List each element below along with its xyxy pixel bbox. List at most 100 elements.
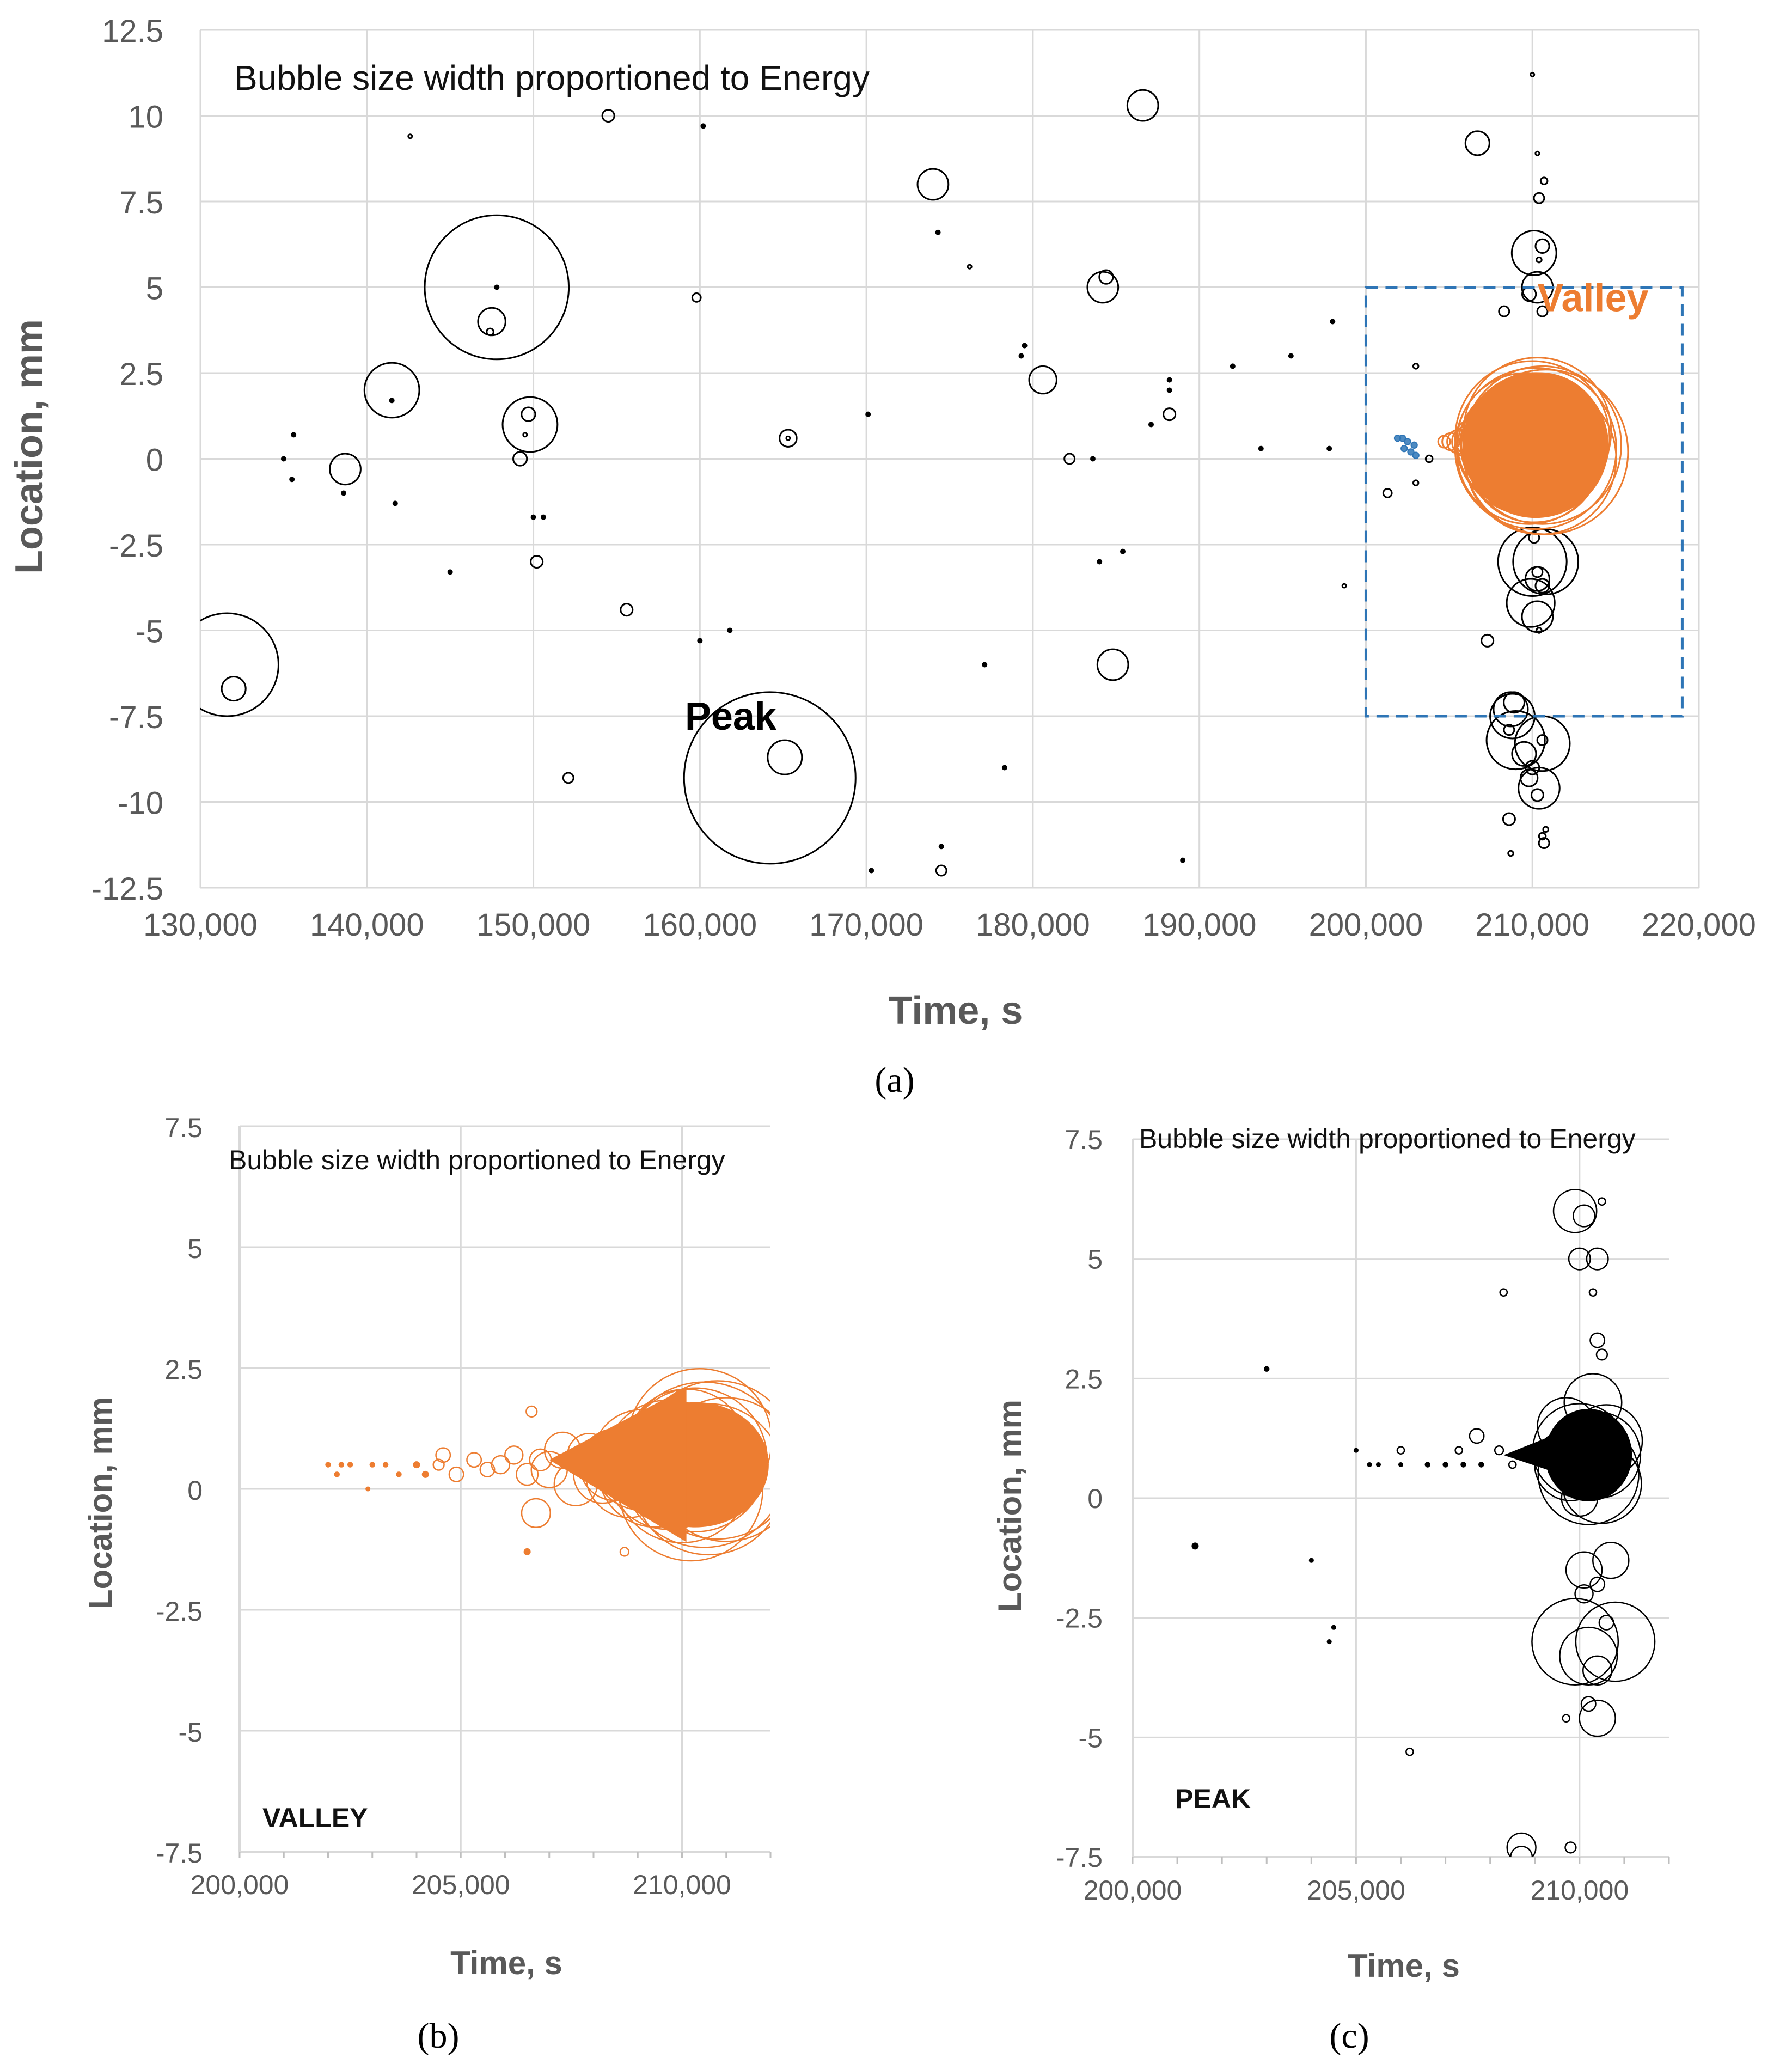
bubble-peak <box>1503 691 1525 714</box>
bubble-valley <box>448 1466 464 1482</box>
bubble-peak <box>1586 1247 1609 1271</box>
bubble-peak <box>967 264 973 270</box>
chart-c-ytick-label: 0 <box>1087 1483 1103 1514</box>
bubble-peak <box>1382 488 1393 498</box>
chart-a-xtick-label: 140,000 <box>310 907 424 943</box>
bubble-peak <box>329 453 362 486</box>
bubble-peak <box>1442 1462 1448 1468</box>
bubble-peak <box>340 490 346 496</box>
chart-a-ytick-label: -2.5 <box>109 528 163 564</box>
bubble-peak <box>935 864 947 877</box>
chart-a-xlabel: Time, s <box>889 989 1023 1033</box>
chart-a-ytick-label: 0 <box>146 443 163 478</box>
chart-a-ytick-label: -12.5 <box>91 871 163 907</box>
bubble-start-blue <box>1404 438 1411 445</box>
bubble-valley <box>1441 432 1460 451</box>
chart-b-ytick-label: 0 <box>187 1475 203 1506</box>
bubble-peak <box>1531 566 1544 578</box>
valley-region-box <box>1364 286 1684 718</box>
caption-a: (a) <box>874 1060 914 1100</box>
chart-b-ytick-label: -7.5 <box>156 1838 203 1868</box>
chart-panel-b: 200,000 205,000 210,0007.552.50-2.5-5-7.5 … <box>82 1113 772 1981</box>
bubble-valley <box>525 1405 538 1418</box>
bubble-peak <box>1579 1699 1616 1737</box>
chart-c-title: Bubble size width proportioned to Energy <box>1139 1123 1636 1154</box>
bubble-peak <box>1097 559 1103 565</box>
bubble-peak <box>869 868 874 874</box>
bubble-peak <box>363 362 420 419</box>
bubble-peak <box>1464 130 1490 156</box>
bubble-peak <box>1575 1601 1656 1682</box>
bubble-peak <box>601 108 615 123</box>
bubble-peak <box>1589 1576 1606 1592</box>
chart-a-ytick-label: 7.5 <box>119 185 163 221</box>
chart-c-ytick-label: -2.5 <box>1056 1603 1103 1634</box>
bubble-peak <box>1180 857 1186 863</box>
bubble-valley <box>466 1452 482 1468</box>
chart-b-title: Bubble size width proportioned to Energy <box>229 1145 725 1175</box>
chart-a-xtick-label: 200,000 <box>1309 907 1423 943</box>
bubble-valley <box>325 1462 331 1468</box>
bubble-peak <box>916 168 950 201</box>
bubble-peak <box>1510 1845 1533 1857</box>
bubble-peak <box>1499 1288 1508 1297</box>
bubble-peak <box>683 691 857 865</box>
bubble-valley <box>521 1498 552 1529</box>
bubble-valley <box>413 1461 420 1469</box>
bubble-peak <box>1562 1714 1571 1723</box>
bubble-peak <box>522 432 528 438</box>
bubble-peak <box>1096 648 1129 681</box>
bubble-peak <box>1412 363 1420 370</box>
bubble-peak <box>1022 343 1028 349</box>
chart-c-ylabel: Location, mm <box>992 1400 1028 1612</box>
bubble-peak <box>1542 826 1549 833</box>
bubble-peak <box>1230 363 1236 369</box>
chart-a-ytick-label: 2.5 <box>119 357 163 392</box>
bubble-peak <box>938 844 944 850</box>
bubble-peak <box>1331 1625 1336 1630</box>
chart-panel-a: 130,000 140,000 150,000 160,000 170,000 180,0… <box>8 14 1756 1033</box>
chart-c-xtick-label: 210,000 <box>1530 1875 1629 1906</box>
chart-a-ytick-label: 10 <box>128 100 163 135</box>
chart-a-xtick-label: 210,000 <box>1475 907 1589 943</box>
bubble-peak <box>389 398 395 404</box>
chart-c-xtick-label: 200,000 <box>1084 1875 1182 1906</box>
bubble-peak <box>1063 453 1076 465</box>
bubble-peak <box>1090 456 1096 462</box>
bubble-valley <box>523 1548 531 1555</box>
bubble-peak <box>1166 377 1172 383</box>
bubble-peak <box>280 456 286 462</box>
chart-b-xtick-label: 210,000 <box>633 1870 731 1900</box>
chart-b-xtick-label: 205,000 <box>412 1870 510 1900</box>
bubble-peak <box>424 214 570 361</box>
chart-b-label: VALLEY <box>262 1803 368 1833</box>
bubble-start-blue <box>1412 451 1420 459</box>
bubble-peak <box>1534 238 1550 254</box>
bubble-peak <box>221 676 247 702</box>
chart-a-title: Bubble size width proportioned to Energy <box>234 58 870 97</box>
bubble-peak <box>1396 1446 1405 1455</box>
chart-a-ytick-label: -10 <box>118 786 163 821</box>
bubble-peak <box>1367 1462 1372 1468</box>
chart-b-bubbles <box>325 1367 770 1562</box>
bubble-valley <box>382 1462 389 1468</box>
bubble-valley <box>1437 435 1451 449</box>
bubble-peak <box>1580 1696 1597 1712</box>
bubble-valley <box>619 1547 630 1557</box>
bubble-peak <box>1326 445 1332 451</box>
bubble-peak <box>1126 89 1159 122</box>
bubble-peak <box>477 307 506 337</box>
bubble-peak <box>1506 1832 1537 1857</box>
chart-c-ytick-label: 5 <box>1087 1244 1103 1275</box>
bubble-peak <box>562 772 574 784</box>
chart-a-ytick-label: 5 <box>146 271 163 307</box>
bubble-peak <box>691 292 702 303</box>
chart-b-ytick-label: 2.5 <box>164 1354 203 1385</box>
chart-a-xtick-label: 180,000 <box>976 907 1090 943</box>
bubble-peak <box>1264 1366 1270 1372</box>
bubble-peak <box>1341 583 1347 589</box>
annotation-valley: Valley <box>1537 277 1648 320</box>
bubble-peak <box>1018 353 1024 359</box>
chart-a-ticks: 130,000 140,000 150,000 160,000 170,000 180,0… <box>91 14 1756 943</box>
